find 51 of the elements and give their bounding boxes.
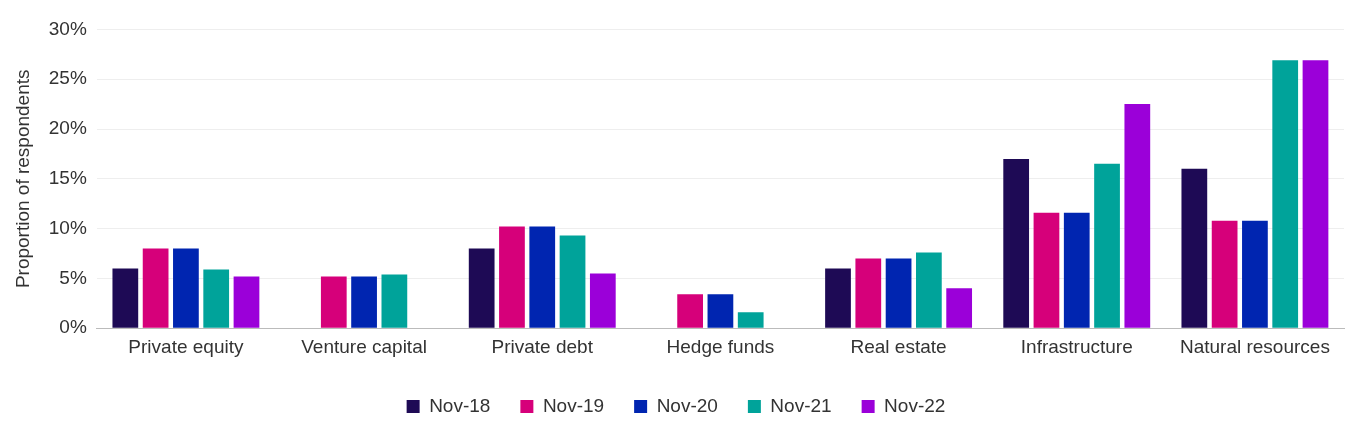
bar: [1242, 220, 1268, 328]
bar: [142, 248, 169, 328]
x-tick-label: Hedge funds: [666, 335, 775, 357]
bar: [1181, 168, 1208, 328]
bar: [946, 288, 973, 328]
y-tick-label: 5%: [59, 266, 87, 288]
x-tick-label: Real estate: [850, 335, 947, 357]
legend-label: Nov-21: [770, 394, 832, 416]
bar: [1003, 158, 1030, 328]
bar: [1302, 60, 1329, 328]
y-axis-title: Proportion of respondents: [11, 69, 33, 289]
bar: [737, 312, 764, 328]
bar: [589, 273, 616, 328]
x-tick-label: Private debt: [491, 335, 594, 357]
x-tick-label: Venture capital: [301, 335, 427, 357]
legend-label: Nov-19: [542, 394, 605, 416]
legend-label: Nov-20: [656, 394, 718, 416]
bar: [855, 258, 882, 328]
bar: [1063, 212, 1090, 328]
bar: [529, 226, 556, 328]
bar: [112, 268, 139, 328]
bar: [1124, 104, 1151, 328]
bar: [677, 294, 703, 328]
bar: [1094, 163, 1120, 328]
y-tick-label: 25%: [48, 67, 87, 89]
bar: [885, 258, 912, 328]
legend-label: Nov-18: [429, 394, 491, 416]
x-tick-label: Private equity: [128, 335, 244, 357]
bar: [468, 248, 495, 328]
bar: [559, 235, 586, 328]
bar: [320, 276, 347, 328]
y-tick-label: 20%: [48, 117, 87, 139]
y-tick-label: 0%: [59, 316, 87, 338]
bar: [916, 252, 942, 328]
bar: [233, 276, 260, 328]
bar: [707, 294, 734, 328]
bar: [203, 269, 230, 328]
bar: [173, 248, 199, 328]
legend-label: Nov-22: [884, 394, 946, 416]
y-tick-label: 15%: [48, 167, 87, 189]
y-tick-label: 10%: [48, 216, 87, 238]
bar: [499, 226, 525, 328]
x-tick-label: Natural resources: [1179, 335, 1330, 357]
bar: [1272, 60, 1299, 328]
bar: [825, 268, 851, 328]
x-tick-label: Infrastructure: [1020, 335, 1133, 357]
bar: [1211, 220, 1238, 328]
bar: [351, 276, 377, 328]
bar: [381, 274, 408, 328]
y-tick-label: 30%: [48, 17, 87, 39]
bar: [1033, 212, 1060, 328]
